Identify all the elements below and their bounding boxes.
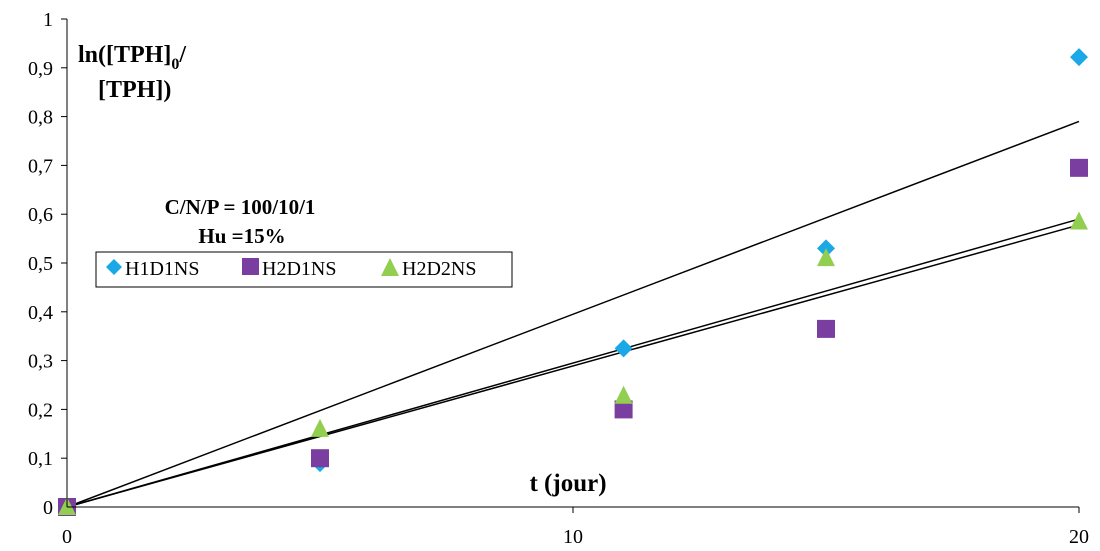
point-h1d1ns (1070, 48, 1088, 67)
legend-box (95, 251, 513, 288)
point-h2d2ns (1070, 211, 1088, 230)
x-axis-ticks: 0 10 20 (62, 507, 1089, 548)
y-tick-label: 0,5 (28, 253, 53, 275)
legend-item-h1d1ns: H1D1NS (106, 258, 199, 280)
legend-item-h2d1ns: H2D1NS (242, 258, 336, 280)
trendlines (66, 120, 1080, 508)
y-tick-label: 0,4 (28, 302, 53, 324)
y-tick-label: 0,8 (28, 107, 53, 129)
trendline (66, 224, 1080, 508)
legend-label-h2d1ns: H2D1NS (262, 258, 336, 280)
x-tick-label: 10 (563, 526, 583, 548)
trendline (66, 218, 1080, 508)
data-points (58, 48, 1088, 516)
legend-square-marker (242, 258, 259, 275)
y-tick-label: 0,7 (28, 155, 53, 177)
y-tick-label: 0,2 (28, 399, 53, 421)
annotation-cnp: C/N/P = 100/10/1 (165, 195, 316, 219)
point-h2d1ns (1070, 158, 1088, 177)
legend-item-h2d2ns: H2D2NS (381, 258, 476, 280)
point-h2d1ns (614, 400, 633, 419)
x-tick-label: 0 (62, 526, 72, 548)
legend-triangle-marker (381, 258, 399, 276)
y-tick-label: 1 (43, 9, 53, 31)
point-h2d2ns (311, 418, 329, 437)
y-tick-label: 0 (43, 497, 53, 519)
legend-label-h1d1ns: H1D1NS (125, 258, 199, 280)
point-h2d2ns (817, 248, 835, 267)
y-tick-label: 0,3 (28, 351, 53, 373)
y-tick-label: 0,1 (28, 448, 53, 470)
point-h2d1ns (311, 449, 329, 468)
trendline (66, 120, 1080, 508)
legend-diamond-marker (106, 259, 122, 275)
legend: H1D1NS H2D1NS H2D2NS (95, 251, 513, 288)
legend-label-h2d2ns: H2D2NS (402, 258, 476, 280)
x-tick-label: 20 (1069, 526, 1089, 548)
y-tick-label: 0,6 (28, 204, 53, 226)
y-tick-label: 0,9 (28, 58, 53, 80)
annotation-humidity: Hu =15% (198, 224, 285, 248)
x-axis-label: t (jour) (529, 470, 606, 497)
point-h2d1ns (817, 319, 835, 338)
y-axis-ticks: 0 0,1 0,2 0,3 0,4 0,5 0,6 0,7 0,8 0,9 1 (28, 9, 67, 519)
y-axis-label-line1: ln([TPH]0/ (78, 42, 186, 73)
y-axis-label-line2: [TPH]) (98, 77, 171, 103)
point-h2d2ns (614, 385, 633, 404)
point-h1d1ns (614, 339, 633, 358)
